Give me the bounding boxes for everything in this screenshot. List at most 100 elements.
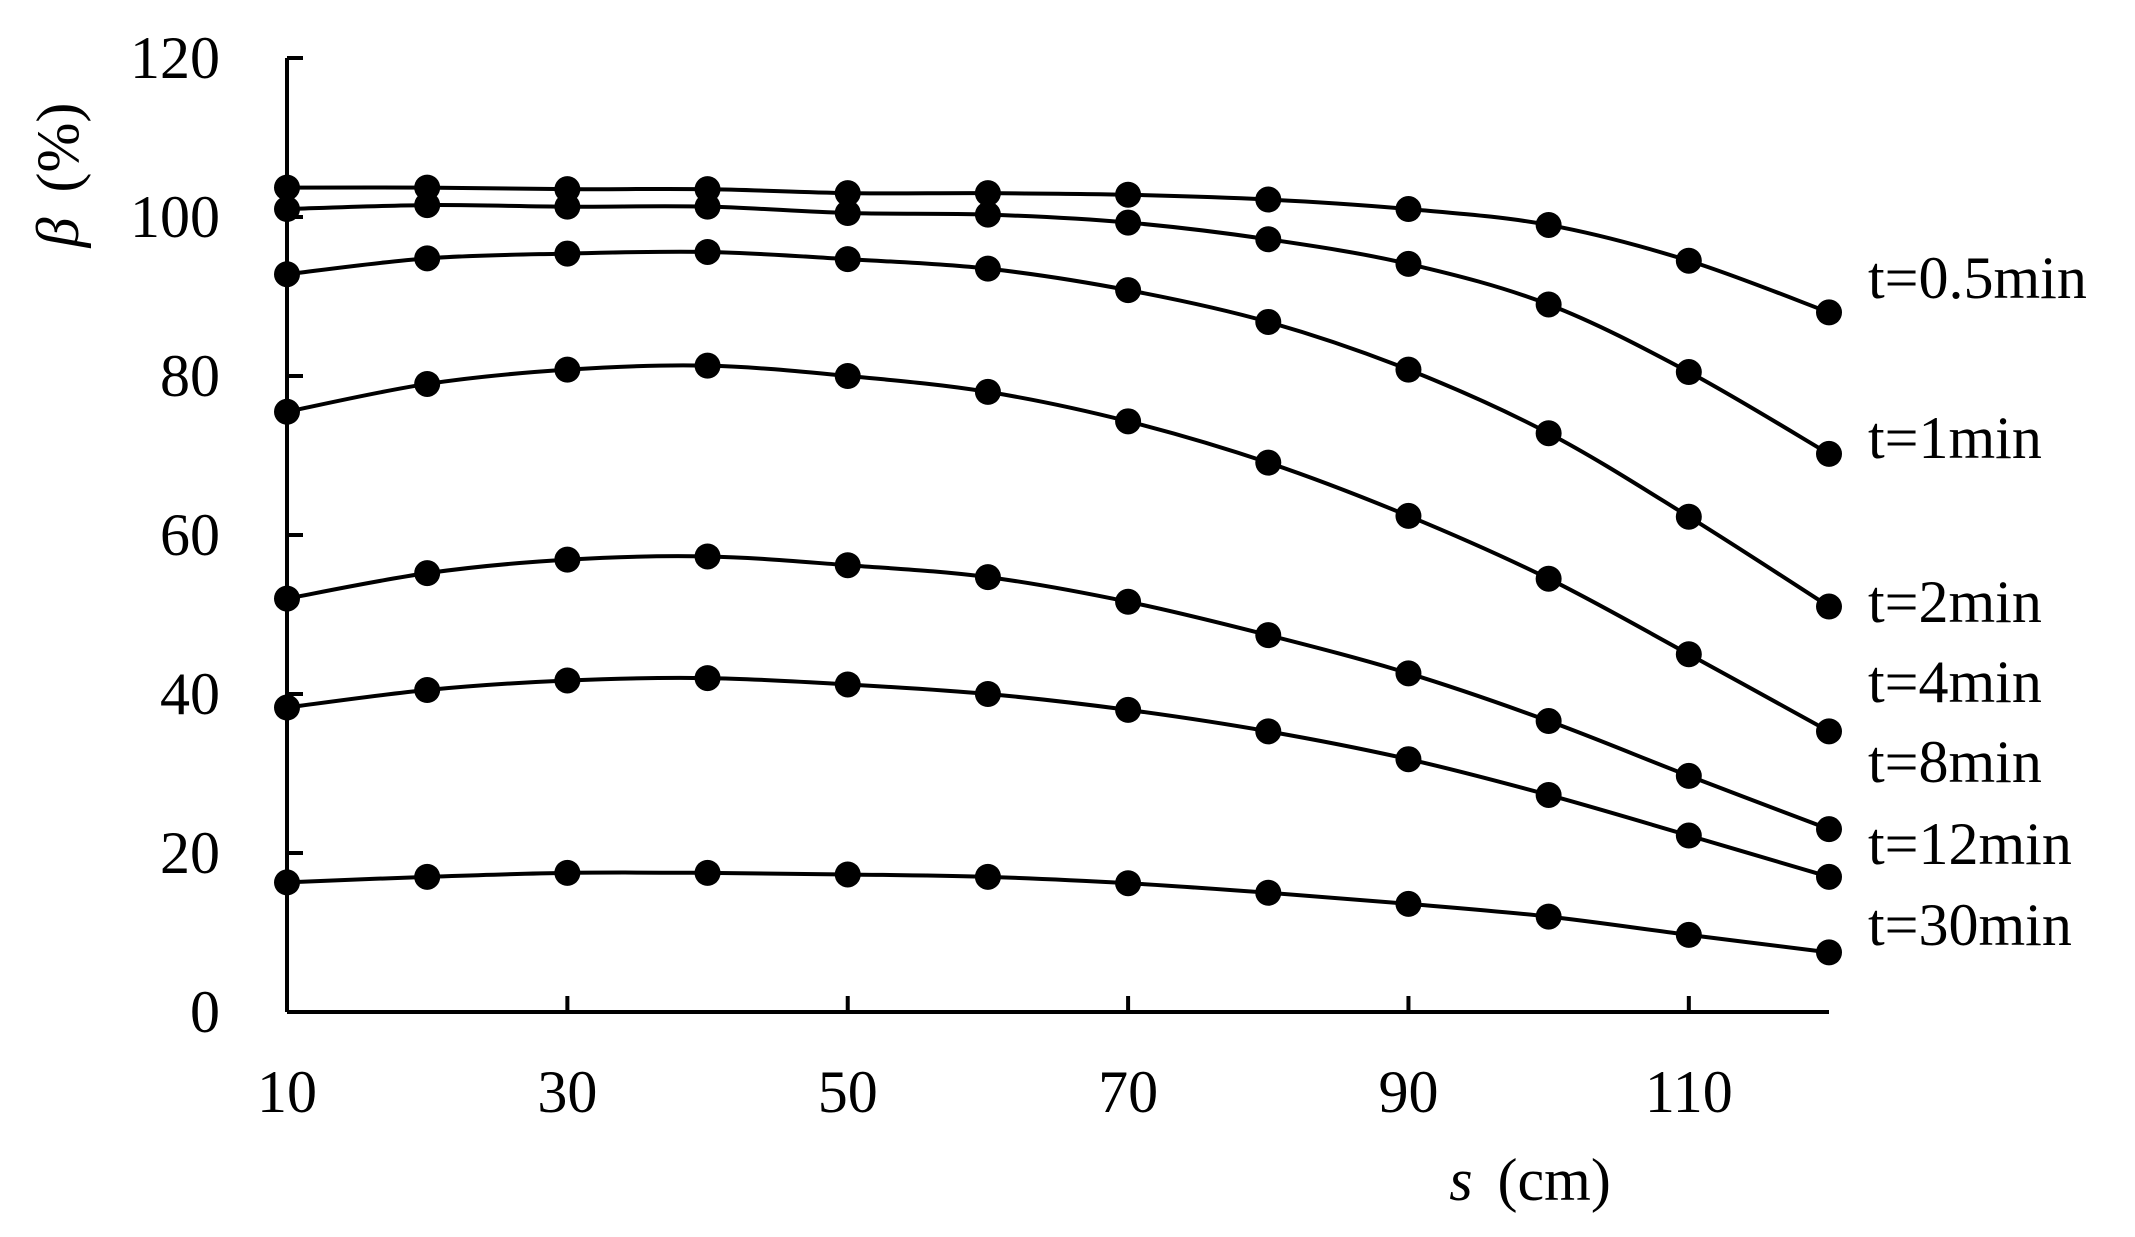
data-point [414,560,441,587]
data-point [1816,863,1842,890]
data-point [834,180,861,207]
data-point [1115,696,1142,723]
x-axis-title: s (cm) [1449,1147,1611,1213]
data-point [274,174,300,201]
data-point [274,869,300,896]
y-tick-label: 80 [160,343,220,409]
data-point [1115,277,1142,304]
data-point [1255,308,1282,335]
data-point [694,193,721,220]
data-point [1395,660,1422,687]
data-point [834,861,861,888]
data-point [554,546,581,573]
data-point [1115,181,1142,208]
y-axis: 0 20 40 60 80 100 120 [130,25,303,1045]
series-line [286,675,1830,879]
data-point [1675,822,1702,849]
data-point [694,665,721,692]
data-point [1255,622,1282,649]
series-line [286,870,1830,955]
data-point [1816,718,1842,745]
x-tick-label: 110 [1645,1059,1733,1125]
data-point [554,859,581,886]
series-label: t=0.5min [1868,245,2087,311]
data-point [694,859,721,886]
data-point [274,398,300,425]
data-point [974,863,1001,890]
y-tick-label: 40 [160,661,220,727]
y-axis-title: β (%) [25,103,91,249]
data-point [1115,870,1142,897]
data-point [974,564,1001,591]
x-tick-label: 90 [1378,1059,1438,1125]
data-point [1535,420,1562,447]
data-point [1115,588,1142,615]
data-point [274,694,300,721]
data-point [834,200,861,227]
data-point [1535,781,1562,808]
x-axis-variable: s [1449,1147,1472,1213]
x-tick-label: 70 [1098,1059,1158,1125]
x-tick-label: 10 [257,1059,317,1125]
data-point [834,671,861,698]
data-point [1255,718,1282,745]
data-point [414,245,441,272]
data-point [974,255,1001,282]
data-point [694,238,721,265]
data-point [414,863,441,890]
x-tick-label: 50 [818,1059,878,1125]
data-point [1395,746,1422,773]
x-axis: 10 30 50 70 90 110 [257,996,1829,1125]
y-tick-label: 20 [160,820,220,886]
data-point [1535,708,1562,735]
data-point [974,378,1001,405]
series-line [286,203,1831,456]
series [274,543,1842,843]
data-point [1816,440,1842,467]
x-axis-unit: (cm) [1498,1147,1611,1213]
series-label: t=12min [1868,811,2072,877]
data-point [694,543,721,570]
y-axis-unit: (%) [25,103,91,193]
y-tick-label: 100 [130,184,220,250]
data-point [1816,593,1842,620]
data-point [974,180,1001,207]
data-point [974,681,1001,707]
data-point [554,240,581,267]
data-point [694,352,721,379]
data-point [1395,250,1422,277]
series-line [286,249,1831,609]
data-point [1535,291,1562,318]
data-point [554,667,581,694]
series [274,238,1842,620]
data-point [1675,359,1702,386]
data-point [1816,816,1842,843]
data-point [1395,502,1422,529]
data-point [1395,196,1422,223]
data-point [834,246,861,273]
data-point [1255,186,1282,213]
data-point [834,552,861,579]
data-point [974,201,1001,228]
data-point [1115,408,1142,435]
series-labels: t=0.5min t=1min t=2min t=4min t=8min t=12min t… [1868,245,2087,958]
data-point [1535,565,1562,592]
data-point [1816,299,1842,326]
data-point [1535,211,1562,238]
data-point [1115,209,1142,236]
data-point [274,585,300,612]
data-point [414,192,441,219]
data-point [1675,762,1702,789]
data-point [274,261,300,288]
data-point [1675,247,1702,274]
series-label: t=8min [1868,729,2042,795]
data-point [1816,939,1842,966]
data-point [414,677,441,704]
data-point [1255,879,1282,906]
series [274,174,1842,326]
series [274,859,1842,966]
series-label: t=1min [1868,405,2042,471]
y-axis-variable: β [25,217,91,248]
data-point [1675,503,1702,530]
